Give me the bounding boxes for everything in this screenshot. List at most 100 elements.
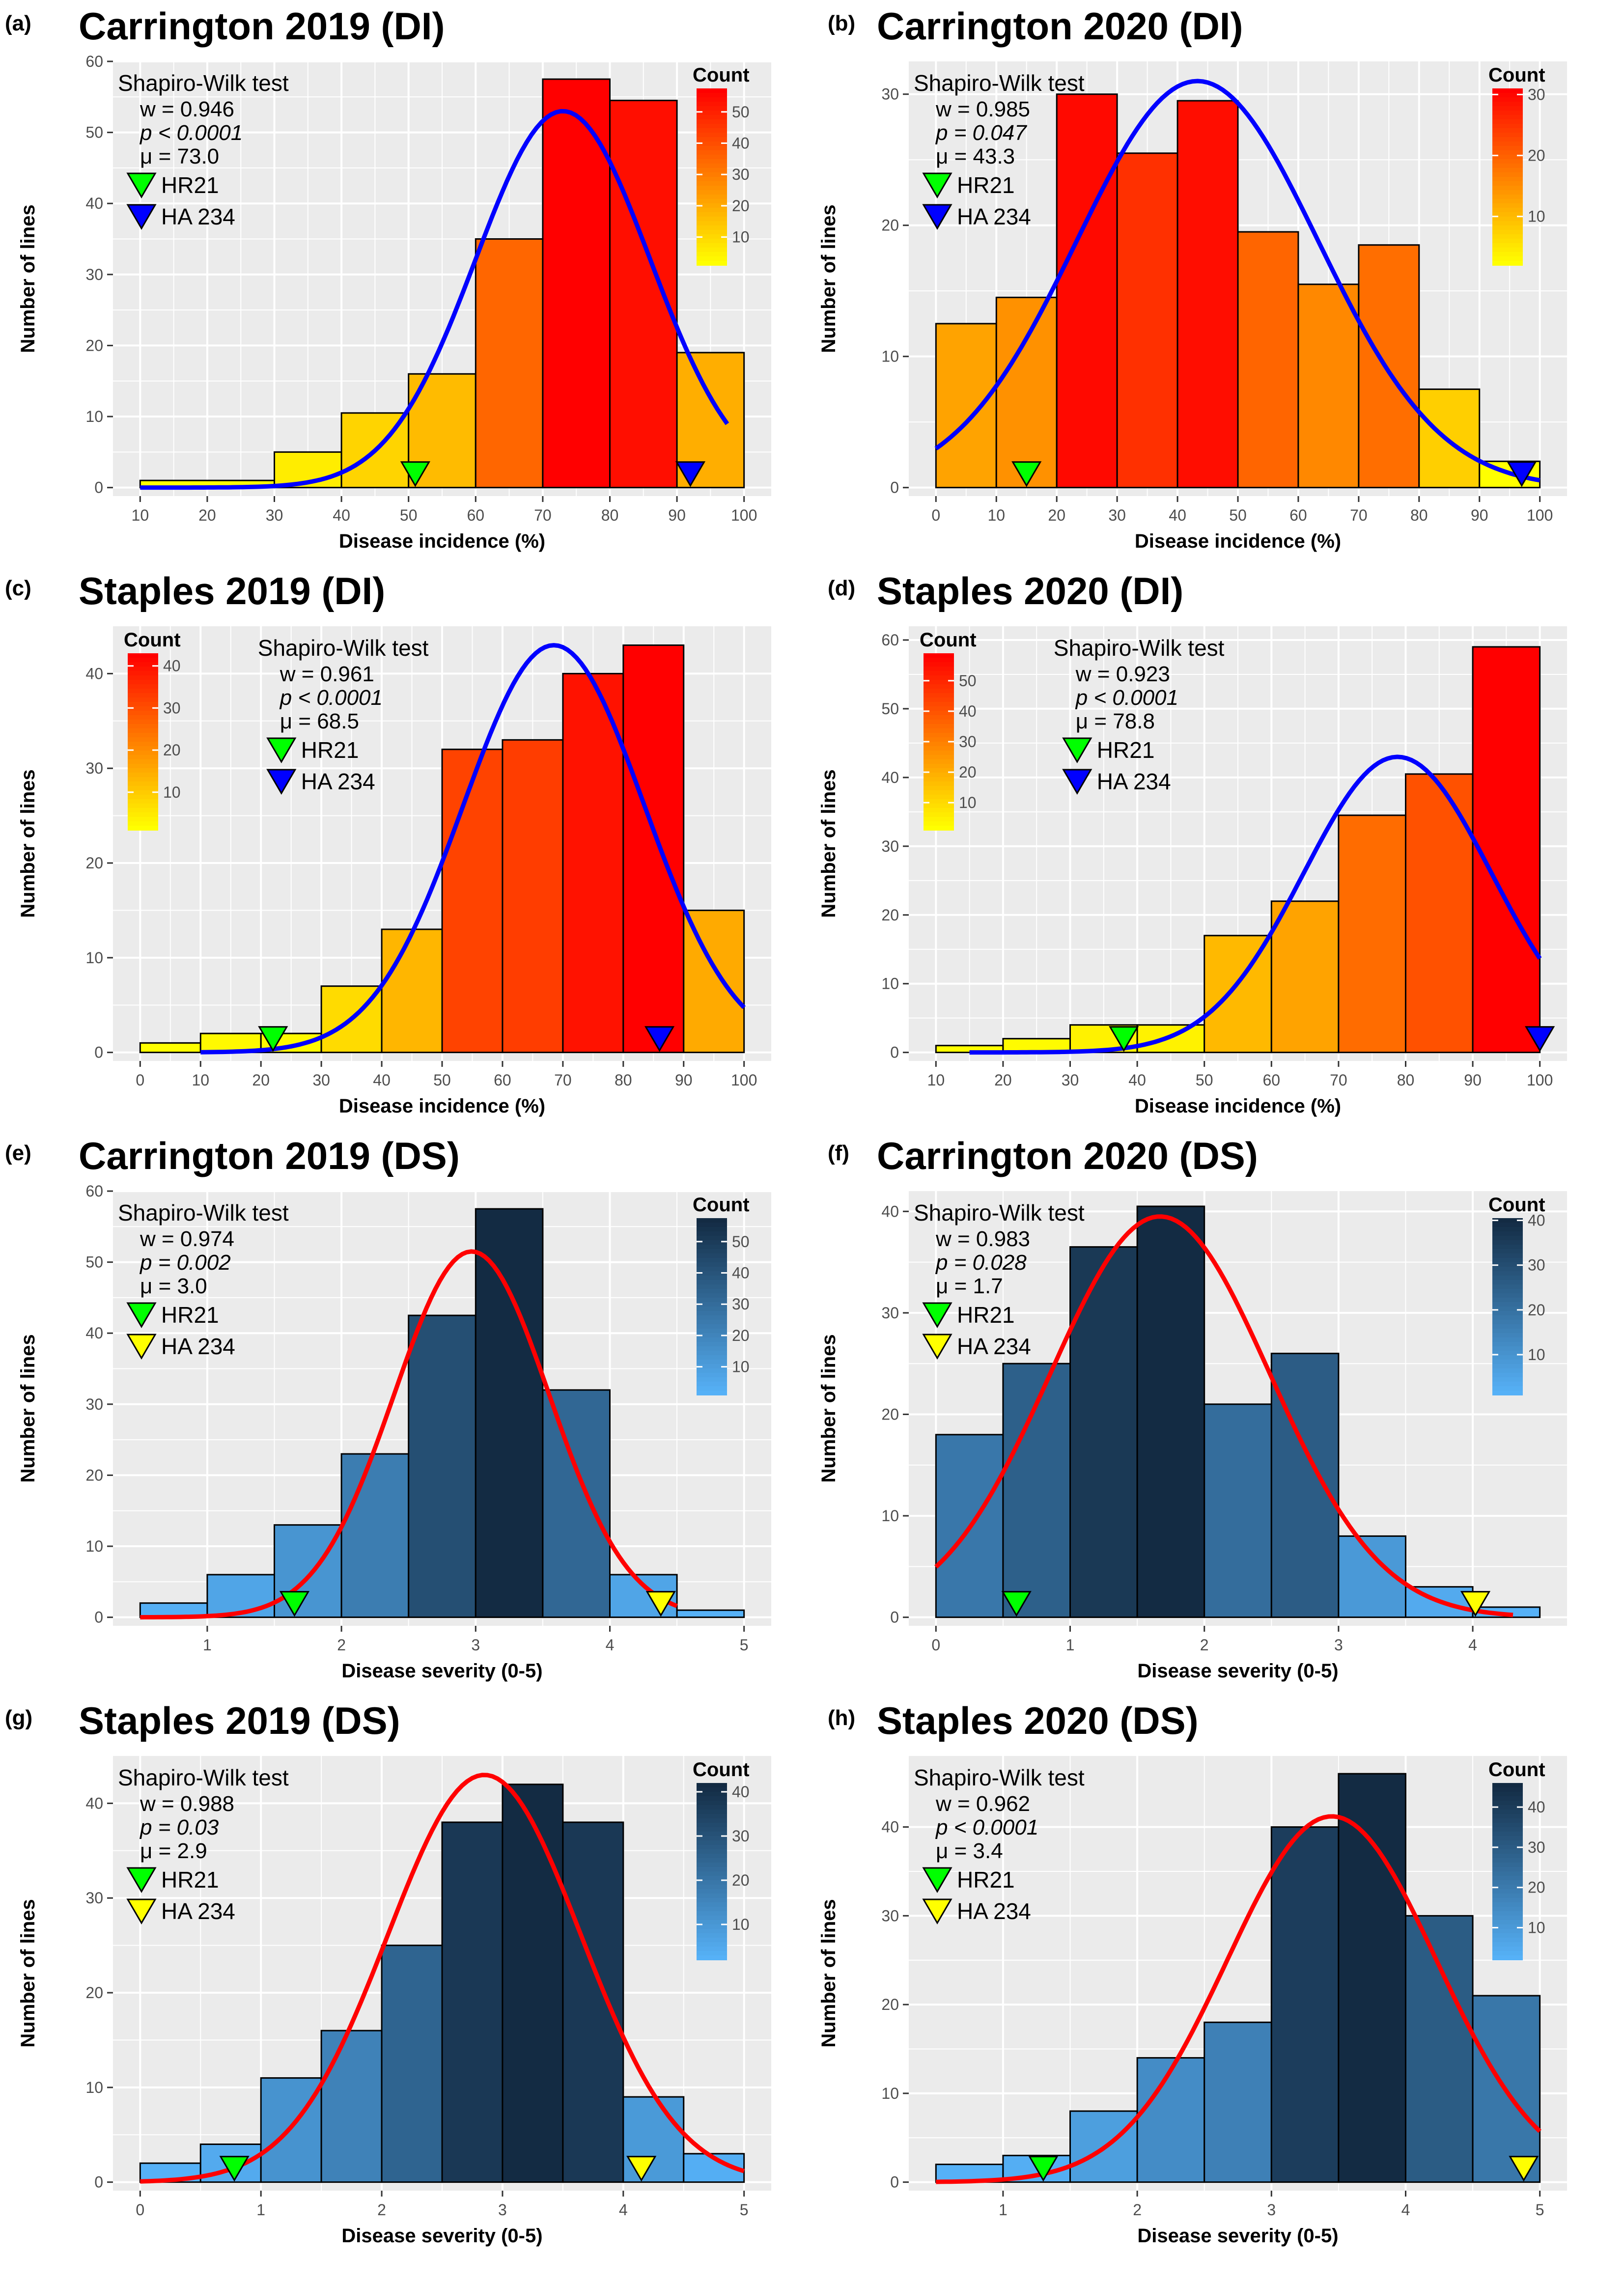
legend-tick-label: 30 [732, 1295, 750, 1313]
x-tick-label: 80 [601, 506, 619, 524]
y-tick-label: 0 [890, 1044, 899, 1061]
x-tick-label: 50 [433, 1071, 451, 1089]
chart-title: Carrington 2019 (DS) [79, 1134, 460, 1177]
legend-color-step [128, 759, 158, 764]
legend-color-step [1492, 1796, 1523, 1801]
legend-color-step [1492, 1929, 1523, 1934]
legend-color-step [1492, 1924, 1523, 1929]
y-tick-label: 30 [85, 266, 103, 283]
stats-w: w = 0.962 [935, 1792, 1030, 1816]
legend-color-step [697, 190, 727, 195]
legend-color-step [128, 751, 158, 755]
y-tick-label: 20 [881, 217, 899, 234]
legend-tick-label: 20 [1528, 1879, 1545, 1896]
legend-color-step [697, 1902, 727, 1907]
legend-marker-icon [126, 1334, 157, 1360]
histogram-bar [542, 78, 611, 489]
x-tick-label: 70 [554, 1071, 572, 1089]
x-tick-label: 50 [1229, 506, 1247, 524]
legend-color-step [1492, 1814, 1523, 1819]
legend-color-step [128, 808, 158, 813]
legend-color-step [128, 658, 158, 663]
marker-ha-234 [1509, 2156, 1539, 2182]
legend-marker-icon [922, 1898, 952, 1924]
legend-color-step [697, 177, 727, 182]
legend-color-step [1492, 1320, 1523, 1325]
legend-color-step [924, 662, 954, 667]
legend-tick-label: 10 [1528, 208, 1545, 225]
legend-color-step [128, 786, 158, 791]
legend-color-step [697, 1871, 727, 1876]
legend-color-step [697, 93, 727, 98]
legend-color-step [697, 1885, 727, 1890]
legend-marker-label: HA 234 [161, 204, 235, 229]
legend-tick-label: 20 [1528, 147, 1545, 165]
legend-color-step [128, 733, 158, 738]
legend-color-step [128, 799, 158, 804]
legend-marker-icon [126, 204, 157, 230]
legend-color-step [1492, 150, 1523, 155]
stats-p: p < 0.0001 [935, 1815, 1038, 1839]
histogram-bar [1069, 1246, 1138, 1618]
stats-p: p < 0.0001 [139, 121, 243, 145]
legend-color-step [128, 715, 158, 720]
stats-p: p < 0.0001 [1075, 686, 1178, 710]
legend-tick-label: 40 [1528, 1798, 1545, 1816]
y-tick-label: 20 [85, 336, 103, 354]
legend-color-step [1492, 261, 1523, 266]
legend-marker-label: HR21 [161, 1302, 219, 1328]
histogram-bar [683, 909, 745, 1054]
legend-marker-icon [922, 172, 952, 198]
legend-color-step [128, 671, 158, 676]
stats-mu: μ = 68.5 [280, 709, 359, 733]
legend-color-step [1492, 1818, 1523, 1823]
panel-letter: (e) [5, 1141, 31, 1165]
legend-color-step [697, 1240, 727, 1245]
legend-color-step [128, 817, 158, 822]
legend-color-step [697, 1227, 727, 1232]
legend-marker-label: HR21 [161, 172, 219, 198]
legend-color-step [697, 1280, 727, 1285]
legend-color-step [697, 1218, 727, 1223]
legend-color-step [697, 1832, 727, 1837]
y-tick-label: 10 [881, 1507, 899, 1525]
histogram-bar [381, 1945, 443, 2183]
legend-color-step [1492, 1223, 1523, 1227]
legend-color-step [697, 1311, 727, 1316]
legend-color-step [697, 208, 727, 213]
histogram-bar [1270, 1353, 1340, 1618]
x-tick-label: 90 [1471, 506, 1488, 524]
histogram-bar [441, 1821, 504, 2183]
x-tick-label: 3 [1267, 2201, 1276, 2219]
legend-color-step [1492, 199, 1523, 204]
stats-heading: Shapiro-Wilk test [118, 70, 289, 96]
chart-title: Staples 2019 (DI) [79, 569, 385, 613]
legend-color-step [1492, 225, 1523, 230]
legend-color-step [1492, 239, 1523, 244]
y-tick-label: 20 [881, 906, 899, 924]
legend-color-step [697, 106, 727, 111]
legend-color-step [697, 172, 727, 177]
legend-color-step [128, 737, 158, 742]
x-tick-label: 0 [136, 2201, 144, 2219]
legend-color-step [697, 1391, 727, 1395]
legend-color-step [697, 1386, 727, 1391]
legend-color-step [1492, 203, 1523, 208]
legend-color-step [697, 1893, 727, 1898]
legend-color-step [1492, 1302, 1523, 1307]
legend-color-step [1492, 1249, 1523, 1254]
chart-title: Staples 2020 (DI) [877, 569, 1183, 613]
y-tick-label: 40 [881, 1202, 899, 1220]
legend-marker-label: HA 234 [161, 1334, 235, 1359]
y-tick-label: 30 [881, 837, 899, 855]
legend-color-step [697, 1253, 727, 1258]
legend-color-step [1492, 1783, 1523, 1788]
legend-marker-label: HR21 [957, 172, 1015, 198]
legend-color-step [697, 1938, 727, 1943]
panel-letter: (f) [828, 1141, 849, 1165]
legend-color-step [924, 799, 954, 804]
legend-color-step [1492, 111, 1523, 115]
legend-color-step [697, 1351, 727, 1356]
histogram-bar [622, 2096, 685, 2183]
legend-color-step [697, 1916, 727, 1921]
